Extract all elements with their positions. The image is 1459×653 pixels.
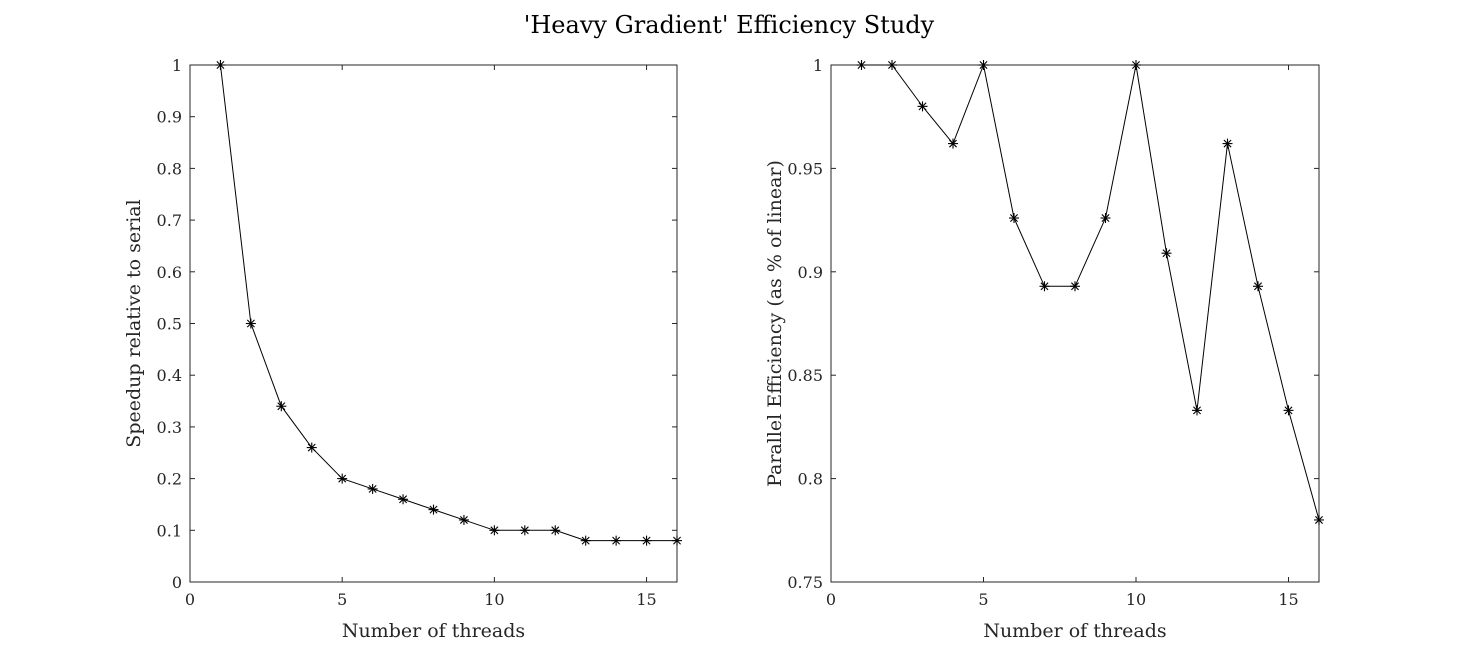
efficiency-xtick-label: 5 — [978, 590, 988, 609]
speedup-ytick-label: 0 — [172, 573, 182, 592]
efficiency-data-point — [1009, 213, 1019, 224]
efficiency-data-point — [1100, 213, 1111, 224]
speedup-xtick-label: 15 — [636, 590, 656, 609]
efficiency-data-point — [1222, 138, 1233, 149]
efficiency-xtick-label: 10 — [1126, 590, 1146, 609]
efficiency-ytick-label: 1 — [813, 56, 823, 75]
speedup-ytick-label: 0.5 — [157, 315, 182, 334]
efficiency-data-point — [1039, 281, 1050, 292]
efficiency-ytick-label: 0.75 — [787, 573, 823, 592]
speedup-xlabel: Number of threads — [342, 620, 525, 642]
speedup-data-point — [398, 494, 409, 505]
efficiency-data-point — [1314, 514, 1324, 525]
speedup-chart: 0 5 10 15 0 0.1 0.2 0.3 0.4 0.5 0.6 0.7 0.8 0.9 1 Numbe… — [123, 56, 682, 642]
efficiency-data-point — [1070, 281, 1080, 292]
efficiency-data-point — [887, 60, 897, 70]
speedup-ytick-label: 0.8 — [157, 159, 182, 178]
efficiency-data-point — [1192, 405, 1202, 416]
speedup-data-point — [672, 535, 682, 546]
speedup-ytick-label: 0.6 — [157, 263, 182, 282]
efficiency-data-point — [1253, 281, 1263, 292]
efficiency-ytick-label: 0.95 — [787, 159, 823, 178]
efficiency-ytick-label: 0.9 — [798, 263, 823, 282]
efficiency-data-point — [948, 138, 958, 149]
efficiency-data-point — [1283, 405, 1294, 416]
speedup-ytick-label: 0.2 — [157, 470, 182, 489]
efficiency-data-point — [917, 101, 928, 112]
efficiency-ytick-label: 0.85 — [787, 366, 823, 385]
speedup-data-point — [245, 318, 256, 329]
speedup-data-point — [641, 535, 652, 546]
speedup-ytick-label: 0.9 — [157, 108, 182, 127]
speedup-xtick-label: 5 — [337, 590, 347, 609]
speedup-data-point — [428, 504, 439, 515]
efficiency-data-point — [856, 60, 867, 70]
efficiency-data-point — [1131, 60, 1141, 70]
figure-title: 'Heavy Gradient' Efficiency Study — [524, 11, 935, 39]
speedup-data-point — [550, 525, 561, 536]
speedup-data-point — [215, 60, 226, 70]
speedup-ytick-label: 0.4 — [157, 366, 182, 385]
efficiency-xtick-label: 0 — [826, 590, 836, 609]
efficiency-ytick-label: 0.8 — [798, 470, 823, 489]
efficiency-axes-box — [830, 64, 1320, 583]
speedup-ytick-label: 0.7 — [157, 211, 182, 230]
speedup-ytick-label: 1 — [172, 56, 182, 75]
efficiency-data-point — [1161, 248, 1172, 259]
speedup-axes-box — [189, 64, 678, 583]
efficiency-ylabel: Parallel Efficiency (as % of linear) — [764, 160, 786, 487]
speedup-data-point — [276, 401, 287, 412]
efficiency-series-line — [861, 63, 1320, 521]
speedup-xtick-label: 10 — [484, 590, 504, 609]
speedup-data-point — [458, 514, 469, 525]
speedup-data-point — [611, 535, 622, 546]
speedup-ylabel: Speedup relative to serial — [123, 199, 145, 447]
speedup-series-line — [219, 64, 677, 542]
efficiency-data-point — [978, 60, 989, 70]
efficiency-xlabel: Number of threads — [983, 620, 1166, 642]
efficiency-xtick-label: 15 — [1278, 590, 1298, 609]
speedup-ytick-label: 0.1 — [157, 521, 182, 540]
speedup-data-point — [337, 473, 348, 484]
speedup-xtick-label: 0 — [185, 590, 195, 609]
efficiency-chart: 0 5 10 15 0.75 0.8 0.85 0.9 0.95 1 Number of threa… — [764, 56, 1324, 642]
speedup-ytick-label: 0.3 — [157, 418, 182, 437]
speedup-data-point — [367, 483, 378, 494]
speedup-data-point — [519, 525, 530, 536]
speedup-data-point — [489, 525, 500, 536]
speedup-data-point — [580, 535, 591, 546]
speedup-data-point — [306, 442, 317, 453]
